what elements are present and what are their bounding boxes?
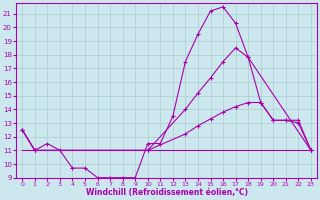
X-axis label: Windchill (Refroidissement éolien,°C): Windchill (Refroidissement éolien,°C) xyxy=(85,188,248,197)
